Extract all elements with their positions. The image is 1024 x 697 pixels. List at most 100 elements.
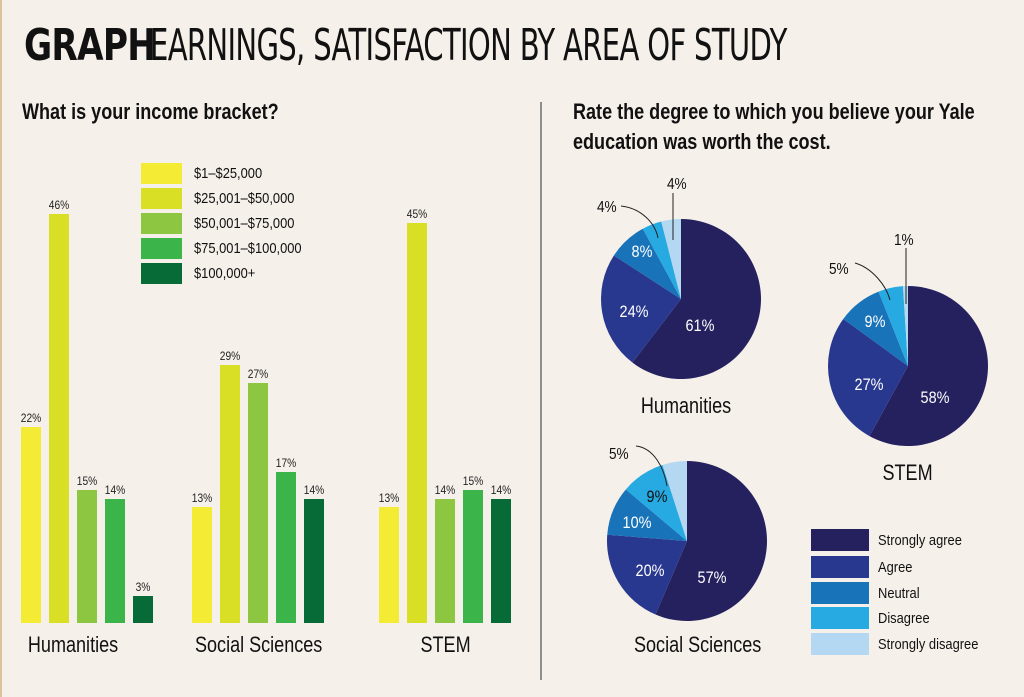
legend-swatch — [811, 607, 869, 629]
legend-item: $25,001–$50,000 — [141, 188, 311, 209]
pie-value-label: 58% — [921, 389, 950, 407]
bar-value-label: 13% — [191, 491, 213, 505]
legend-item: Strongly disagree — [811, 633, 995, 655]
pie-stem: 58% 27% 9% 5% 1% — [827, 232, 989, 446]
pie-value-label: 20% — [636, 562, 665, 580]
bar-value-label: 29% — [219, 349, 241, 363]
pie-value-label: 27% — [855, 376, 884, 394]
page-title: GRAPH EARNINGS, SATISFACTION BY AREA OF … — [24, 14, 787, 78]
leader-line — [620, 205, 659, 239]
pie-outside-label: 1% — [894, 232, 914, 249]
bar-value-label: 3% — [135, 580, 151, 594]
pie-slice — [642, 221, 681, 299]
satisfaction-question-line2: education was worth the cost. — [573, 129, 831, 154]
bar-value-label: 14% — [434, 483, 456, 497]
bar-value-label: 45% — [406, 207, 428, 221]
pie-title: Social Sciences — [633, 632, 761, 657]
legend-label: $75,001–$100,000 — [194, 240, 302, 257]
pie-value-label: 9% — [865, 313, 886, 331]
income-question: What is your income bracket? — [22, 99, 279, 124]
legend-label: Neutral — [878, 584, 920, 602]
legend-label: $1–$25,000 — [194, 165, 263, 182]
bar — [304, 499, 324, 623]
pie-slice — [843, 291, 908, 366]
category-label: Humanities — [27, 632, 119, 657]
legend-swatch — [141, 213, 182, 234]
pie-slice — [655, 461, 768, 621]
legend-swatch — [811, 529, 869, 551]
legend-item: $50,001–$75,000 — [141, 213, 311, 234]
legend-swatch — [811, 556, 869, 578]
bar — [133, 596, 153, 623]
legend-label: Agree — [878, 558, 913, 576]
pie-value-label: 61% — [686, 317, 715, 335]
pie-title: Humanities — [640, 393, 732, 418]
pie-outside-label: 4% — [667, 176, 687, 193]
pie-slice — [607, 534, 687, 615]
pie-title: STEM — [882, 460, 933, 485]
bar — [407, 223, 427, 623]
title-kicker: GRAPH — [24, 20, 156, 71]
legend-swatch — [141, 188, 182, 209]
pie-humanities: 61% 24% 8% 4% 4% — [597, 176, 762, 379]
legend-label: Strongly disagree — [878, 635, 979, 653]
bar — [435, 499, 455, 623]
bar-value-label: 15% — [462, 474, 484, 488]
bar — [77, 490, 97, 623]
legend-swatch — [141, 238, 182, 259]
pie-slice — [613, 228, 681, 299]
bar — [21, 427, 41, 623]
bar-value-label: 17% — [275, 456, 297, 470]
satisfaction-question-line1: Rate the degree to which you believe you… — [573, 99, 975, 124]
legend-item: Strongly agree — [811, 529, 976, 551]
left-edge-border — [0, 0, 2, 697]
bar — [276, 472, 296, 623]
pie-slice — [601, 255, 681, 363]
bar-value-label: 14% — [104, 483, 126, 497]
pie-slice — [661, 219, 681, 299]
bar — [105, 499, 125, 623]
legend-item: $75,001–$100,000 — [141, 238, 319, 259]
legend-swatch — [141, 263, 182, 284]
legend-swatch — [811, 582, 869, 604]
bar — [49, 214, 69, 623]
bar-value-label: 22% — [20, 411, 42, 425]
legend-label: $25,001–$50,000 — [194, 190, 295, 207]
bar — [192, 507, 212, 623]
category-label: Social Sciences — [194, 632, 322, 657]
legend-label: $100,000+ — [194, 265, 256, 282]
category-label: STEM — [420, 632, 471, 657]
pie-slice — [625, 464, 687, 541]
legend-label: Strongly agree — [878, 531, 962, 549]
legend-item: $100,000+ — [141, 263, 265, 284]
pie-slice — [607, 489, 687, 541]
legend-item: Disagree — [811, 607, 938, 629]
pie-outside-label: 5% — [829, 261, 849, 278]
legend-item: $1–$25,000 — [141, 163, 273, 184]
pie-value-label: 57% — [698, 569, 727, 587]
pie-slice — [869, 286, 989, 446]
bar-value-label: 14% — [303, 483, 325, 497]
bar-value-label: 46% — [48, 198, 70, 212]
bar — [248, 383, 268, 623]
pie-slice — [632, 219, 762, 379]
legend-swatch — [141, 163, 182, 184]
bar-value-label: 15% — [76, 474, 98, 488]
pie-value-label: 10% — [623, 514, 652, 532]
legend-item: Neutral — [811, 582, 926, 604]
title-headline: EARNINGS, SATISFACTION BY AREA OF STUDY — [150, 20, 787, 71]
bar — [220, 365, 240, 623]
legend-label: $50,001–$75,000 — [194, 215, 295, 232]
legend-label: Disagree — [878, 609, 930, 627]
leader-line — [635, 445, 668, 487]
pie-value-label: 8% — [632, 243, 653, 261]
bar — [463, 490, 483, 623]
pie-slice — [878, 286, 908, 366]
bar-value-label: 27% — [247, 367, 269, 381]
bar — [491, 499, 511, 623]
legend-swatch — [811, 633, 869, 655]
leader-line — [854, 262, 891, 301]
satisfaction-question: Rate the degree to which you believe you… — [573, 97, 975, 157]
legend-item: Agree — [811, 556, 918, 578]
